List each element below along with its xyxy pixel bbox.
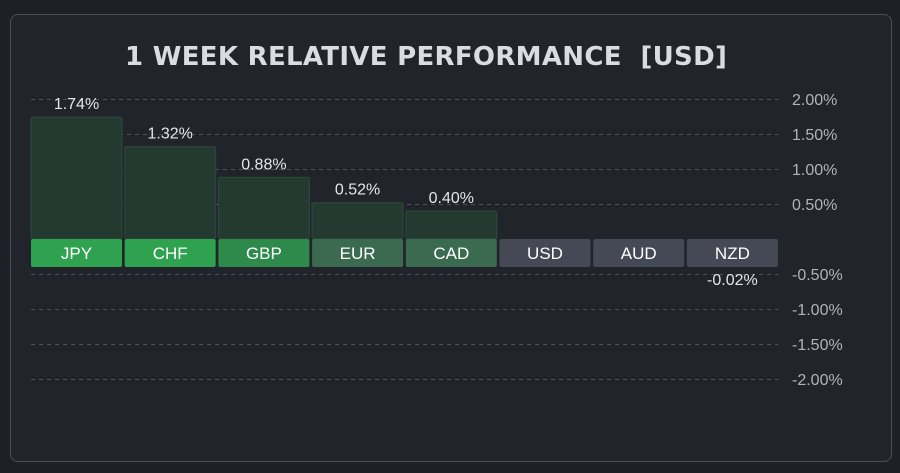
category-box-usd — [499, 239, 591, 267]
category-label: USD — [527, 244, 563, 263]
bars — [30, 116, 498, 240]
y-tick-label: -0.50% — [792, 267, 843, 284]
value-label: 0.88% — [241, 156, 286, 173]
category-label: JPY — [61, 244, 92, 263]
value-label: 1.74% — [54, 96, 99, 113]
category-box-gbp — [218, 239, 310, 267]
category-label: CAD — [433, 244, 469, 263]
category-box-chf — [124, 239, 216, 267]
category-label: AUD — [621, 244, 657, 263]
y-axis-ticks: 2.00% 1.50% 1.00% 0.50% -0.50% -1.00% -1.50% -2… — [792, 92, 843, 389]
category-label: EUR — [340, 244, 376, 263]
bar-jpy — [30, 116, 123, 240]
y-tick-label: -1.50% — [792, 337, 843, 354]
category-label: CHF — [153, 244, 188, 263]
y-tick-label: 2.00% — [792, 92, 837, 109]
category-box-jpy — [31, 239, 122, 267]
chart-title: 1 WEEK RELATIVE PERFORMANCE [USD] — [125, 42, 728, 72]
y-tick-label: 0.50% — [792, 197, 837, 214]
y-tick-label: 1.50% — [792, 127, 837, 144]
category-box-aud — [593, 239, 685, 267]
category-box-cad — [405, 239, 497, 267]
bar-gbp — [217, 176, 310, 240]
category-label: GBP — [246, 244, 282, 263]
category-labels: JPY CHF GBP EUR CAD USD AUD NZD — [31, 239, 778, 267]
category-box-nzd — [686, 239, 778, 267]
bar-chf — [124, 146, 217, 240]
value-labels: 1.74% 1.32% 0.88% 0.52% 0.40% -0.02% — [54, 96, 758, 289]
category-box-eur — [312, 239, 404, 267]
y-tick-label: 1.00% — [792, 162, 837, 179]
y-tick-label: -1.00% — [792, 302, 843, 319]
value-label: 0.52% — [335, 182, 380, 199]
category-label: NZD — [715, 244, 750, 263]
value-label: 0.40% — [429, 190, 474, 207]
bar-eur — [311, 202, 404, 240]
value-label: 1.32% — [148, 126, 193, 143]
value-label: -0.02% — [707, 272, 758, 289]
bar-cad — [405, 210, 498, 240]
y-tick-label: -2.00% — [792, 372, 843, 389]
